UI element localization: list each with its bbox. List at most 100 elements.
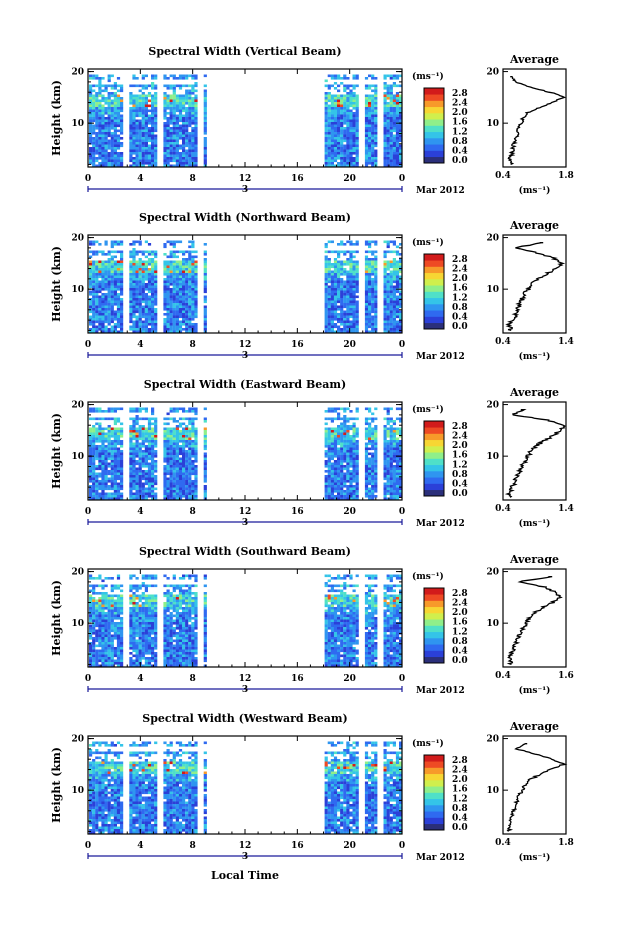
x-tick-label: 12 [239,174,252,184]
average-y-tick-label: 20 [486,234,499,244]
average-title: Average [509,720,559,733]
colorbar-segment [424,106,444,114]
panel-title: Spectral Width (Westward Beam) [142,712,347,725]
colorbar-segment [424,471,444,478]
colorbar-segment [424,439,444,447]
colorbar-segment [424,100,444,108]
colorbar-segment [424,113,444,120]
colorbar-segment [424,477,444,484]
panel-title: Spectral Width (Southward Beam) [139,545,351,558]
x-tick-label: 4 [137,674,143,684]
colorbar-segment [424,150,444,158]
average-x-tick-label: 0.4 [495,337,511,347]
colorbar-segment [424,285,444,292]
colorbar-segment [424,88,444,95]
average-y-tick-label: 10 [486,452,499,462]
colorbar-segment [424,650,444,658]
y-tick-label: 10 [71,452,84,462]
colorbar-segment [424,811,444,818]
average-x-tick-label: 1.8 [558,171,574,181]
average-title: Average [509,219,559,232]
average-profile: Average 20 10 0.4 1.4 (ms⁻¹) [486,386,573,529]
colorbar-segment [424,279,444,286]
colorbar-tick-label: 0.8 [452,637,468,647]
colorbar-tick-label: 2.8 [452,589,468,599]
average-x-unit: (ms⁻¹) [519,185,551,196]
colorbar-tick-label: 0.0 [452,489,468,499]
x-tick-label: 16 [291,174,304,184]
colorbar-frame [423,253,445,330]
beam-panel-0: Spectral Width (Vertical Beam) 0 4 8 12 16 20 0… [50,45,574,196]
colorbar-segment [424,600,444,608]
colorbar-tick-label: 0.0 [452,322,468,332]
y-tick-label: 20 [71,735,84,745]
x-tick-label: 12 [239,674,252,684]
average-profile: Average 20 10 0.4 1.8 (ms⁻¹) [486,720,573,863]
colorbar-tick-label: 1.2 [452,627,468,637]
average-profile: Average 20 10 0.4 1.8 (ms⁻¹) [486,53,573,196]
average-y-tick-label: 20 [486,401,499,411]
y-tick-label: 20 [71,568,84,578]
average-profile-line [507,76,567,166]
colorbar-tick-label: 2.0 [452,441,468,451]
date-label: Mar 2012 [416,853,465,863]
x-tick-label: 0 [399,507,405,517]
colorbar-tick-label: 0.0 [452,156,468,166]
x-tick-label: 20 [343,674,356,684]
colorbar-unit: (ms⁻¹) [412,237,444,248]
average-profile-line [505,242,566,332]
x-tick-label: 4 [137,174,143,184]
colorbar-segment [424,489,444,497]
colorbar-segment [424,94,444,101]
colorbar-tick-label: 2.8 [452,89,468,99]
average-x-tick-label: 1.8 [558,838,574,848]
average-x-tick-label: 0.4 [495,671,511,681]
colorbar-segment [424,773,444,781]
average-frame [502,735,567,835]
y-tick-label: 10 [71,786,84,796]
colorbar-tick-label: 0.0 [452,823,468,833]
y-axis-label: Height (km) [50,246,63,322]
colorbar-tick-label: 2.8 [452,422,468,432]
average-x-tick-label: 0.4 [495,838,511,848]
y-tick-label: 10 [71,119,84,129]
colorbar-segment [424,297,444,305]
day-label: 3 [242,351,248,361]
colorbar-tick-label: 2.4 [452,599,468,609]
x-tick-label: 0 [85,340,91,350]
colorbar-segment [424,656,444,664]
colorbar-segment [424,316,444,324]
colorbar-segment [424,798,444,806]
colorbar-segment [424,427,444,434]
colorbar-frame [423,420,445,497]
average-x-tick-label: 0.4 [495,171,511,181]
average-profile: Average 20 10 0.4 1.6 (ms⁻¹) [486,553,573,696]
colorbar-segment [424,131,444,139]
colorbar-tick-label: 1.6 [452,785,468,795]
average-profile-line [506,743,568,832]
x-tick-label: 0 [85,674,91,684]
colorbar-segment [424,156,444,164]
average-title: Average [509,386,559,399]
colorbar-unit: (ms⁻¹) [412,404,444,415]
colorbar-segment [424,254,444,261]
colorbar-tick-label: 0.4 [452,146,468,156]
beam-panel-1: Spectral Width (Northward Beam) 0 4 8 12 16 20… [50,211,574,362]
x-tick-label: 8 [190,674,196,684]
colorbar-segment [424,823,444,831]
colorbar-unit: (ms⁻¹) [412,571,444,582]
x-tick-label: 8 [190,507,196,517]
colorbar-segment [424,755,444,762]
y-axis-label: Height (km) [50,80,63,156]
y-axis-label: Height (km) [50,747,63,823]
colorbar-tick-label: 2.4 [452,265,468,275]
colorbar-segment [424,631,444,639]
panel-title: Spectral Width (Vertical Beam) [148,45,341,58]
colorbar-segment [424,433,444,441]
heatmap-cells [89,407,403,501]
y-tick-label: 10 [71,619,84,629]
colorbar-segment [424,780,444,787]
colorbar-segment [424,644,444,651]
y-tick-label: 10 [71,285,84,295]
date-label: Mar 2012 [416,519,465,529]
